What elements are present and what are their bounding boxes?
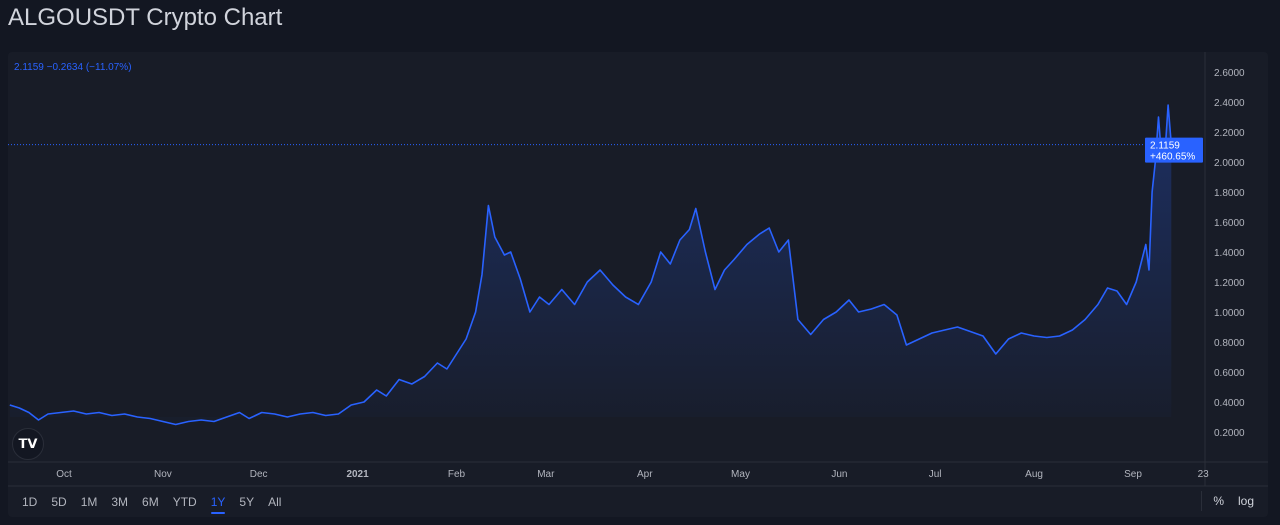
last-price-value: 2.1159 [1150,141,1180,152]
range-button-1m[interactable]: 1M [80,494,98,509]
x-tick-label: Mar [537,469,555,480]
area-fill [9,105,1172,425]
legend-price: 2.1159 [14,62,44,73]
range-button-1y[interactable]: 1Y [210,494,226,514]
x-tick-label: Aug [1025,469,1043,480]
x-tick-label: 23 [1198,469,1210,480]
legend-change: −0.2634 [46,62,84,73]
range-button-6m[interactable]: 6M [142,494,159,509]
y-tick-label: 0.8000 [1214,338,1245,349]
range-button-5y[interactable]: 5Y [239,494,255,509]
tradingview-logo-icon[interactable]: 𝗧𝗩 [12,428,44,460]
y-tick-label: 1.8000 [1214,188,1245,199]
percent-scale-button[interactable]: % [1213,494,1224,508]
range-button-5d[interactable]: 5D [51,494,67,509]
page-title: ALGOUSDT Crypto Chart [8,4,283,31]
y-tick-label: 2.0000 [1214,158,1245,169]
legend-change-pct: (−11.07%) [85,62,132,73]
last-price-badge [1145,137,1203,163]
range-bar: 1D 5D 1M 3M 6M YTD 1Y 5Y All % log [8,486,1268,517]
log-scale-button[interactable]: log [1237,494,1254,508]
y-tick-label: 1.6000 [1214,218,1245,229]
y-tick-label: 2.2000 [1214,128,1245,139]
y-tick-label: 1.2000 [1214,278,1245,289]
divider [1201,491,1202,511]
range-buttons: 1D 5D 1M 3M 6M YTD 1Y 5Y All [8,494,282,514]
x-tick-label: Apr [637,469,653,480]
x-tick-label: Jun [831,469,847,480]
x-tick-label: Jul [929,469,942,480]
price-line [9,104,1173,426]
chart-legend: 2.1159 −0.2634 (−11.07%) [14,62,132,73]
y-tick-label: 0.6000 [1214,368,1245,379]
x-tick-label: May [731,469,750,480]
y-tick-label: 0.2000 [1214,428,1245,439]
y-tick-label: 1.0000 [1214,308,1245,319]
x-tick-label: Nov [154,469,172,480]
x-tick-label: Sep [1124,469,1142,480]
chart-panel: 1D 5D 1M 3M 6M YTD 1Y 5Y All % log [8,52,1268,517]
y-tick-label: 2.4000 [1214,98,1245,109]
range-button-1d[interactable]: 1D [22,494,38,509]
x-tick-label: Dec [250,469,268,480]
x-tick-label: Oct [56,469,72,480]
range-button-3m[interactable]: 3M [111,494,129,509]
range-button-all[interactable]: All [268,494,282,509]
y-tick-label: 1.4000 [1214,248,1245,259]
range-button-ytd[interactable]: YTD [172,494,197,509]
x-tick-label: Feb [448,469,466,480]
x-tick-label: 2021 [346,469,369,480]
y-tick-label: 2.6000 [1214,68,1245,79]
last-price-pct: +460.65% [1150,152,1195,163]
y-tick-label: 0.4000 [1214,398,1245,409]
